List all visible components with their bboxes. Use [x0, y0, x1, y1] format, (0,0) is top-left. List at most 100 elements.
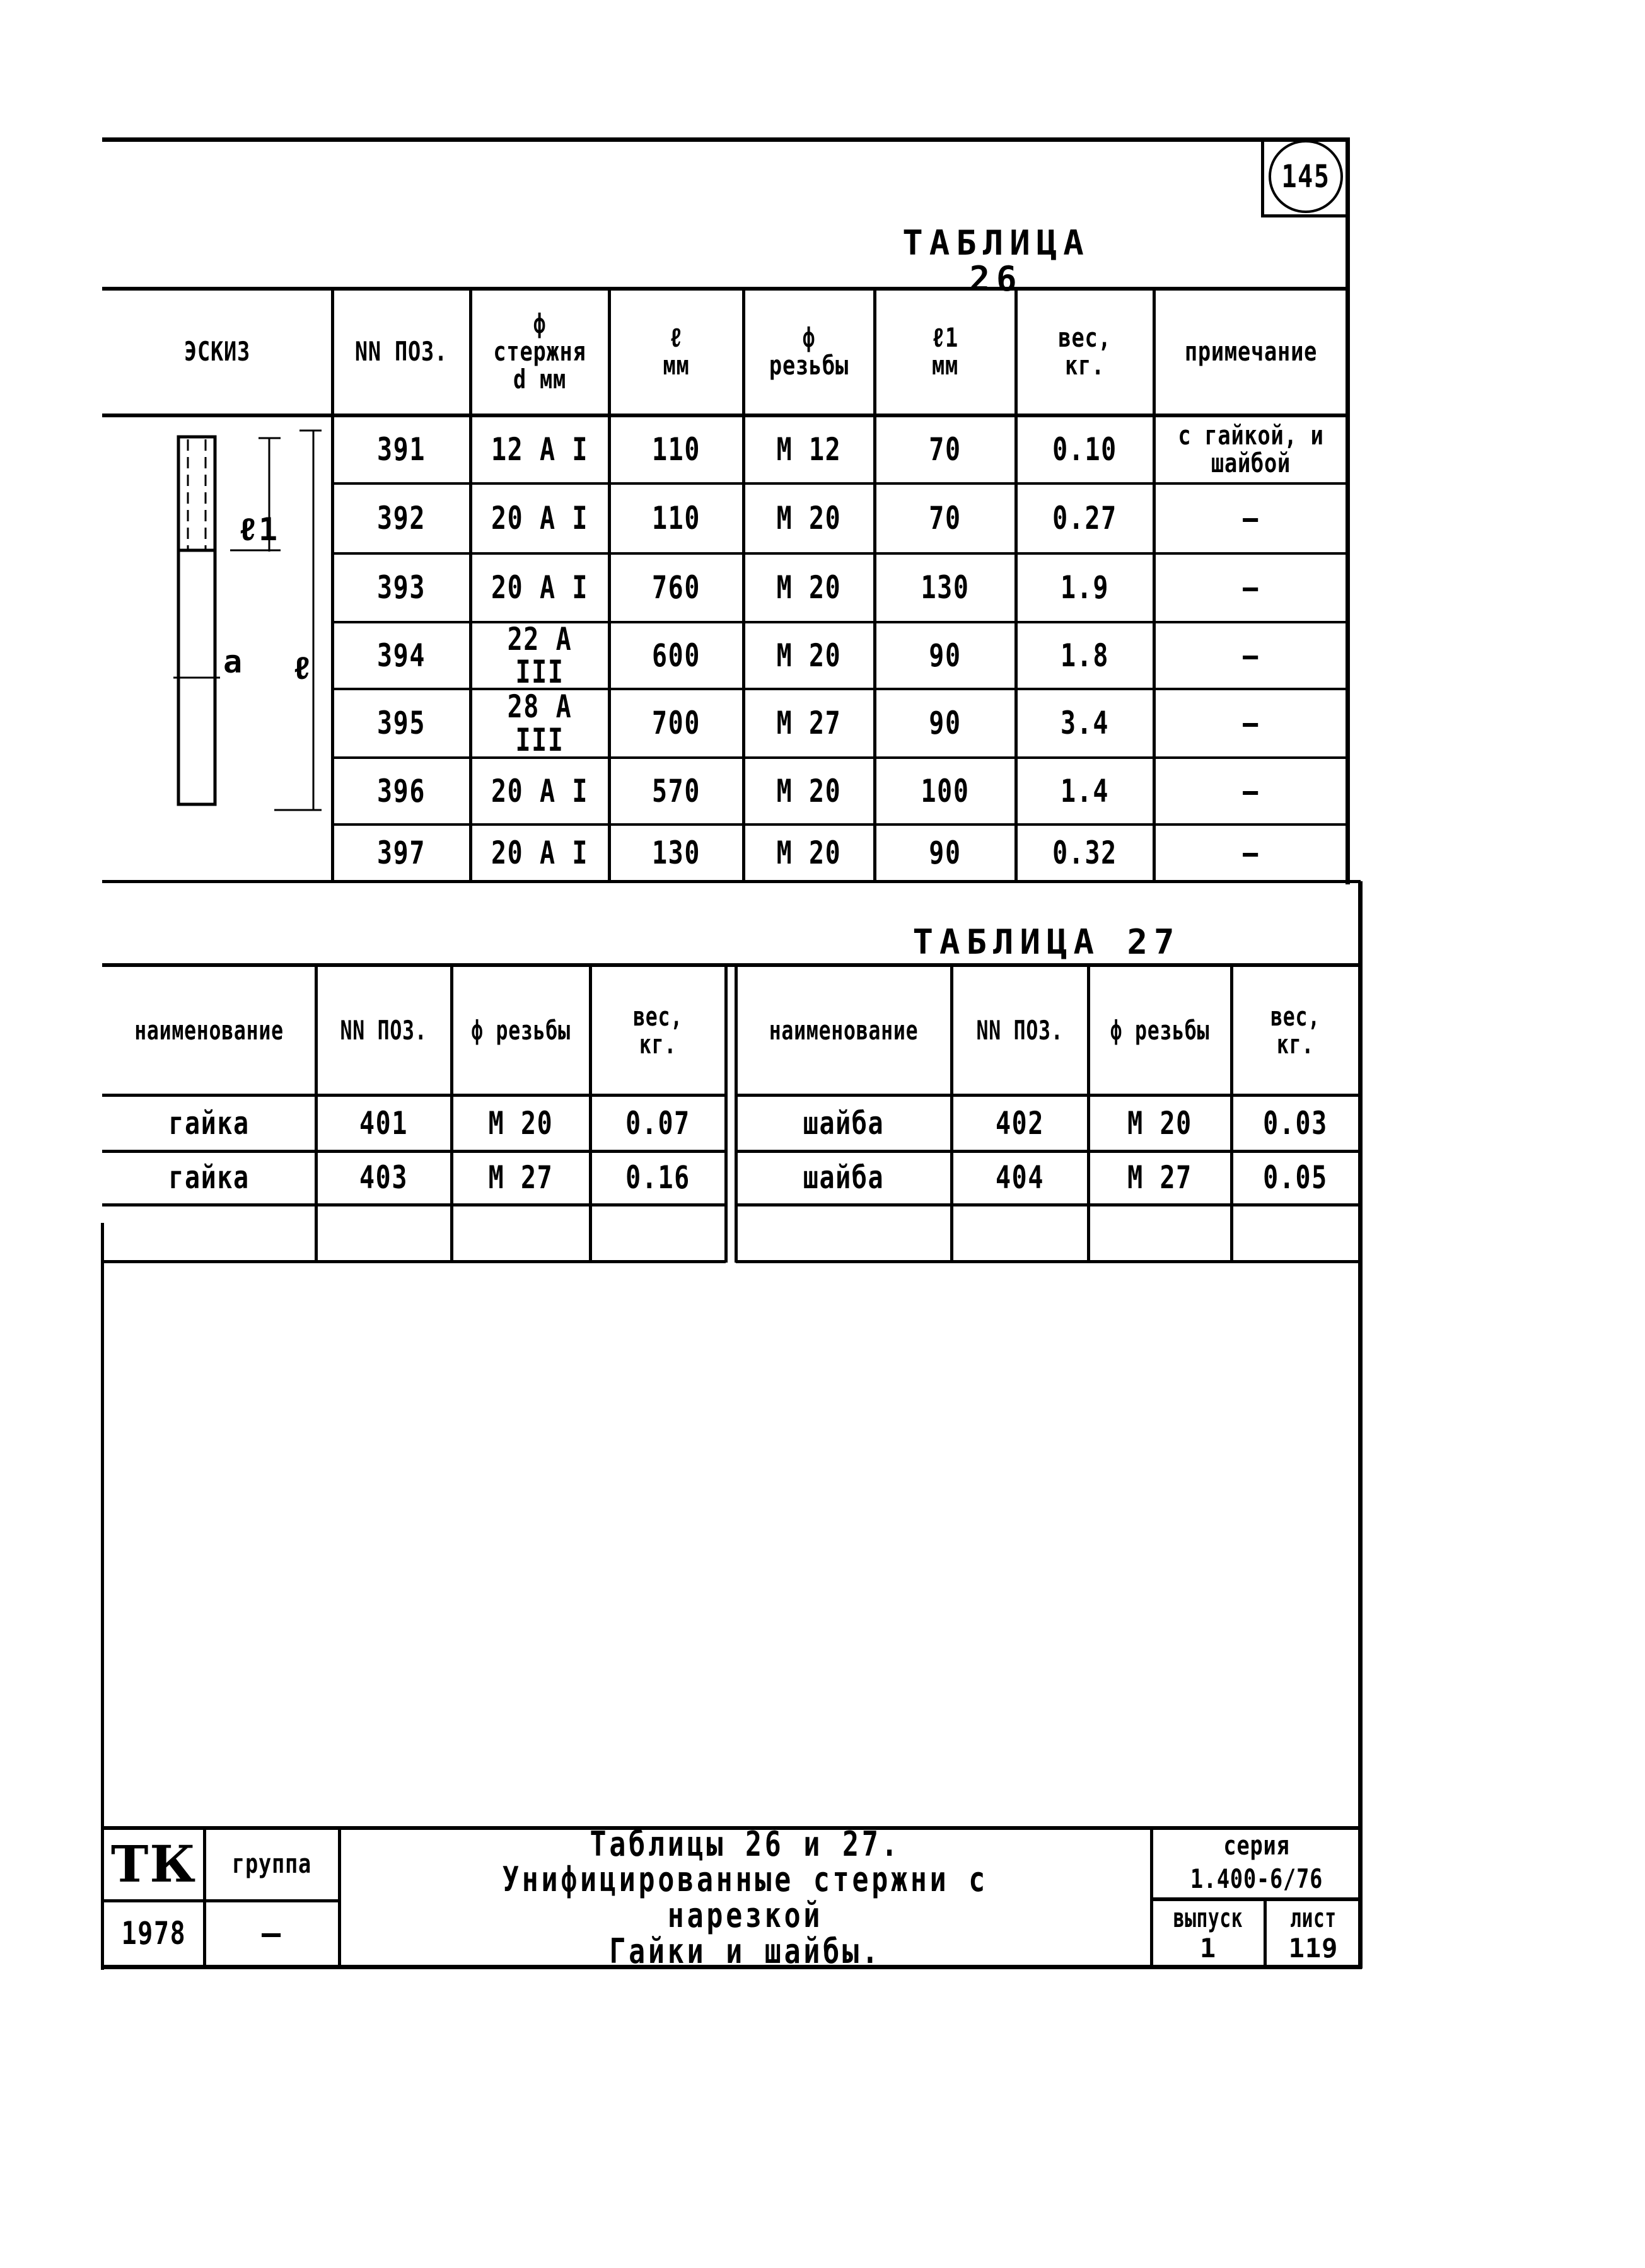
table26-cell: 20 A I: [491, 500, 589, 537]
table26-cell: М 20: [776, 637, 842, 674]
table27-cell: М 20: [488, 1104, 554, 1142]
right-border-lower: [1358, 881, 1363, 1969]
table26-cell: 70: [929, 500, 962, 537]
table26-cell: 392: [376, 500, 426, 537]
table26-row-line: [332, 482, 1348, 485]
table27-row-line: [102, 1203, 726, 1206]
table27-cell: М 20: [1127, 1104, 1192, 1142]
table27-header-0: наименование: [769, 1014, 919, 1046]
table26-cell: 0.27: [1052, 500, 1117, 537]
table27-header-line: [102, 1094, 726, 1097]
table26-cell: 130: [921, 569, 970, 606]
table27-cell: [760, 1207, 927, 1259]
table27-header-0: наименование: [134, 1014, 284, 1046]
table26-cell: 391: [376, 431, 426, 468]
table26-row-line: [332, 688, 1348, 690]
table27-cell: гайка: [168, 1104, 250, 1142]
table26-header-6: вес, кг.: [1058, 321, 1112, 381]
table26-cell: 395: [376, 705, 426, 742]
table26-column-line: [331, 287, 334, 881]
table26-cell: —: [1243, 772, 1259, 809]
table27-column-line: [735, 963, 738, 1263]
table26-header-0: ЭСКИЗ: [183, 335, 251, 367]
table26-header-7: примечание: [1184, 335, 1318, 367]
table27-title: ТАБЛИЦА 27: [912, 922, 1181, 962]
table27-cell: 402: [995, 1104, 1045, 1142]
table26-top-line: [102, 287, 1348, 291]
table26-cell: М 20: [776, 569, 842, 606]
table27-column-line: [450, 963, 453, 1263]
drawing-title: Таблицы 26 и 27. Унифицированные стержни…: [502, 1824, 989, 1971]
table26-cell: 110: [651, 431, 701, 468]
table27-top-line: [102, 963, 1359, 967]
table26-cell: 90: [929, 705, 962, 742]
table26-column-line: [873, 287, 876, 881]
table26-cell: 570: [651, 772, 701, 809]
page-number-stamp: [1269, 140, 1343, 213]
table26-header-2: ф стержня d мм: [493, 308, 586, 395]
table27-cell: шайба: [803, 1159, 885, 1196]
table26-cell: 90: [929, 637, 962, 674]
table27-cell: [607, 1207, 709, 1259]
table27-cell: 403: [359, 1159, 409, 1196]
table26-cell: 1.8: [1060, 637, 1110, 674]
group-value: —: [261, 1915, 282, 1952]
group-label: группа: [231, 1848, 312, 1879]
table26-cell: 760: [651, 569, 701, 606]
series-value: 1.400-6/76: [1190, 1863, 1323, 1894]
table26-column-line: [742, 287, 745, 881]
table27-cell: 401: [359, 1104, 409, 1142]
left-border-lower: [101, 1223, 104, 1970]
sheet-value: 119: [1288, 1932, 1339, 1964]
table26-cell: 22 A III: [507, 620, 573, 690]
table27-cell: 0.16: [625, 1159, 690, 1196]
year: 1978: [121, 1915, 187, 1952]
table26-title: ТАБЛИЦА 26: [902, 223, 1090, 299]
table26-cell: 70: [929, 431, 962, 468]
table26-cell: 20 A I: [491, 772, 589, 809]
table26-cell: 28 A III: [507, 688, 573, 758]
table26-cell: 700: [651, 705, 701, 742]
table26-header-4: ф резьбы: [769, 321, 849, 381]
table27-cell: 0.03: [1263, 1104, 1328, 1142]
sketch-label-a: a: [223, 643, 244, 680]
table26-header-line: [102, 414, 1348, 417]
series-label: серия: [1223, 1829, 1290, 1861]
page-number-box: [1261, 137, 1264, 217]
page-number-box: [1261, 214, 1349, 217]
table26-cell: 12 A I: [491, 431, 589, 468]
table27-cell: гайка: [168, 1159, 250, 1196]
sketch-label-l: ℓ: [292, 649, 313, 686]
table27-cell: М 27: [488, 1159, 554, 1196]
title-block-column: [338, 1826, 341, 1969]
table26-cell: 90: [929, 834, 962, 871]
table27-cell: М 27: [1127, 1159, 1192, 1196]
table27-header-3: вес, кг.: [1270, 1000, 1320, 1060]
table27-header-3: вес, кг.: [633, 1000, 683, 1060]
table27-row-line: [736, 1150, 1359, 1153]
sketch-label-l1: ℓ1: [238, 511, 279, 548]
table26-bottom-line: [102, 880, 1361, 883]
table26-cell: —: [1243, 637, 1259, 674]
table27-column-line: [950, 963, 953, 1263]
table27-header-line: [736, 1094, 1359, 1097]
table27-cell: 0.05: [1263, 1159, 1328, 1196]
table27-column-line: [724, 963, 728, 1263]
table26-cell: М 12: [776, 431, 842, 468]
table26-header-3: ℓ мм: [663, 321, 690, 381]
table26-cell: 600: [651, 637, 701, 674]
rod-sketch: [173, 429, 322, 811]
title-block-bottom: [102, 1965, 1362, 1969]
table27-row-line: [736, 1203, 1359, 1206]
issue-value: 1: [1199, 1932, 1217, 1964]
table27-header-1: NN ПОЗ.: [976, 1014, 1064, 1046]
right-border-upper: [1346, 137, 1350, 884]
table26-cell: —: [1243, 834, 1259, 871]
table27-cell: 0.07: [625, 1104, 690, 1142]
table27-column-line: [1087, 963, 1090, 1263]
table27-column-line: [1230, 963, 1233, 1263]
table27-cell: 404: [995, 1159, 1045, 1196]
table26-header-5: ℓ1 мм: [931, 321, 959, 381]
table26-column-line: [1014, 287, 1018, 881]
table26-row-line: [332, 756, 1348, 759]
